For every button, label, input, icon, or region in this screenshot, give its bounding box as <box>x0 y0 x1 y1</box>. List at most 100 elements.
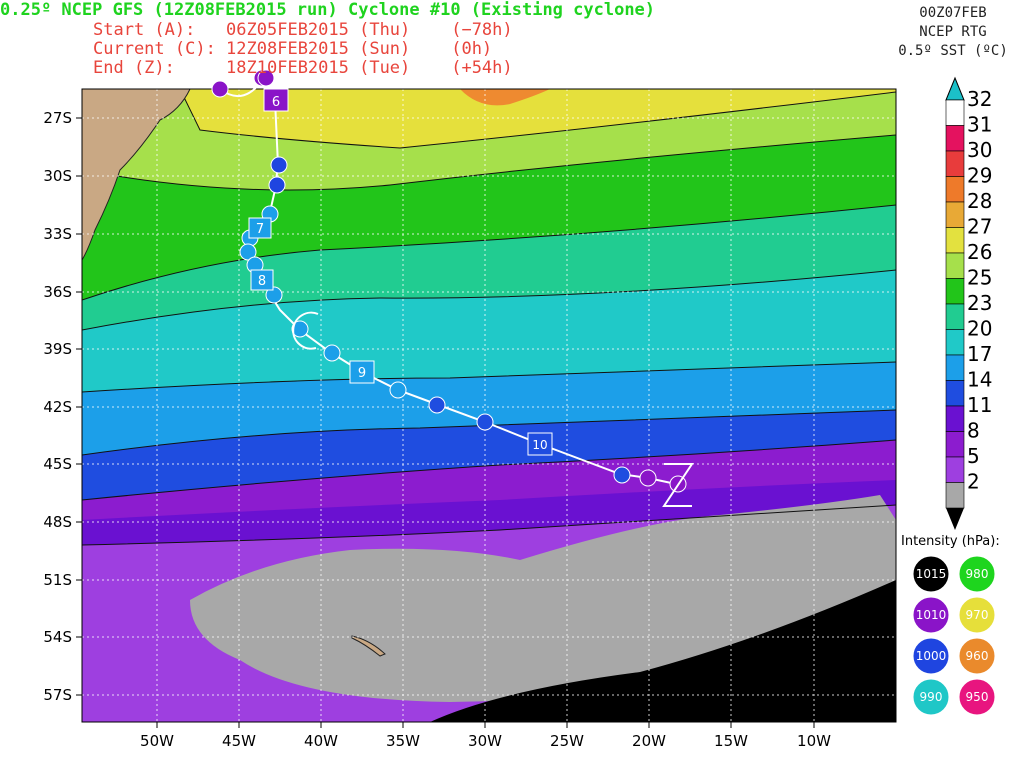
south-america-land <box>82 89 191 261</box>
end-line: End (Z): 18Z10FEB2015 (Tue) (+54h) <box>93 58 513 78</box>
track-point <box>268 176 286 194</box>
colorbar-label: 23 <box>967 291 992 315</box>
lat-label: 54S <box>43 628 72 646</box>
colorbar-segment <box>945 252 965 279</box>
lat-label: 57S <box>43 686 72 704</box>
current-marker <box>292 311 319 350</box>
colorbar-label: 30 <box>967 138 992 162</box>
colorbar-segment <box>945 99 965 126</box>
south-georgia-island <box>351 635 386 657</box>
colorbar-segment <box>945 125 965 152</box>
track-point <box>639 469 657 487</box>
map-frame <box>81 88 897 723</box>
lon-label: 15W <box>714 732 748 750</box>
colorbar-segment <box>945 482 965 509</box>
intensity-value: 960 <box>966 649 989 663</box>
lat-label: 33S <box>43 225 72 243</box>
intensity-swatch <box>958 555 996 593</box>
track-point <box>239 243 257 261</box>
colorbar-segment <box>945 201 965 228</box>
lat-label: 39S <box>43 340 72 358</box>
colorbar-segment <box>945 354 965 381</box>
day-label-9: 9 <box>358 366 366 381</box>
intensity-value: 950 <box>966 690 989 704</box>
colorbar-segment <box>945 329 965 356</box>
intensity-swatch <box>958 678 996 716</box>
colorbar-segment <box>945 278 965 305</box>
lon-label: 30W <box>468 732 502 750</box>
latitude-axis: 27S 30S 33S 36S 39S 42S 45S 48S 51S 54S 57S <box>43 109 82 704</box>
longitude-axis: 50W 45W 40W 35W 30W 25W 20W 15W 10W <box>140 722 831 750</box>
sst-panel-header: 00Z07FEB NCEP RTG 0.5º SST (ºC) <box>888 4 1018 61</box>
colorbar-label: 29 <box>967 164 992 188</box>
sst-valid-time: 00Z07FEB <box>919 5 987 21</box>
intensity-value: 990 <box>920 690 943 704</box>
track-point <box>270 156 288 174</box>
track-point <box>211 80 229 98</box>
colorbar-label: 32 <box>967 87 992 111</box>
colorbar-label: 2 <box>967 470 980 494</box>
intensity-value: 1010 <box>916 608 947 622</box>
colorbar-bottom-arrow <box>946 508 964 530</box>
track-point <box>389 381 407 399</box>
lat-label: 48S <box>43 513 72 531</box>
day-label-10: 10 <box>532 438 547 452</box>
track-points <box>211 69 687 493</box>
colorbar-segment <box>945 303 965 330</box>
colorbar-segment <box>945 176 965 203</box>
map-grid <box>82 89 896 722</box>
lon-label: 35W <box>386 732 420 750</box>
colorbar-segment <box>945 456 965 483</box>
colorbar-label: 20 <box>967 317 992 341</box>
antarctica-black <box>430 580 896 722</box>
intensity-value: 1015 <box>916 567 947 581</box>
sst-band-28 <box>460 89 550 106</box>
day-label-6: 6 <box>272 95 280 110</box>
colorbar-label: 31 <box>967 113 992 137</box>
lat-label: 27S <box>43 109 72 127</box>
lon-label: 10W <box>797 732 831 750</box>
lat-label: 51S <box>43 571 72 589</box>
track-point <box>257 69 275 87</box>
intensity-swatch <box>912 555 950 593</box>
colorbar-label: 11 <box>967 393 992 417</box>
colorbar-label: 27 <box>967 215 992 239</box>
day-marker-8 <box>250 269 274 291</box>
end-marker <box>662 463 694 507</box>
day-label-8: 8 <box>258 274 266 289</box>
track-point <box>428 396 446 414</box>
intensity-legend: 1015 980 1010 970 1000 960 990 950 <box>912 555 996 716</box>
colorbar-label: 14 <box>967 368 992 392</box>
day-marker-7 <box>248 217 272 239</box>
track-point <box>265 286 283 304</box>
colorbar-top-arrow <box>945 76 965 101</box>
lon-label: 20W <box>632 732 666 750</box>
colorbar-label: 5 <box>967 444 980 468</box>
track-point <box>613 466 631 484</box>
lat-label: 30S <box>43 167 72 185</box>
track-point <box>323 344 341 362</box>
track-point <box>476 413 494 431</box>
colorbar-label: 28 <box>967 189 992 213</box>
colorbar-segment <box>945 227 965 254</box>
lon-label: 45W <box>222 732 256 750</box>
colorbar-segment <box>945 380 965 407</box>
lat-label: 45S <box>43 455 72 473</box>
colorbar-segment <box>945 150 965 177</box>
sst-field <box>82 89 896 722</box>
intensity-value: 980 <box>966 567 989 581</box>
colorbar-label: 17 <box>967 342 992 366</box>
day-label-7: 7 <box>256 222 264 237</box>
intensity-value: 970 <box>966 608 989 622</box>
lon-label: 25W <box>550 732 584 750</box>
colorbar-label: 8 <box>967 419 980 443</box>
intensity-legend-title: Intensity (hPa): <box>901 534 1000 549</box>
track-point <box>291 320 309 338</box>
intensity-swatch <box>912 637 950 675</box>
lat-label: 36S <box>43 283 72 301</box>
lat-label: 42S <box>43 398 72 416</box>
chart-title: 0.25º NCEP GFS (12Z08FEB2015 run) Cyclon… <box>0 0 656 20</box>
intensity-swatch <box>912 596 950 634</box>
start-line: Start (A): 06Z05FEB2015 (Thu) (−78h) <box>93 20 513 40</box>
